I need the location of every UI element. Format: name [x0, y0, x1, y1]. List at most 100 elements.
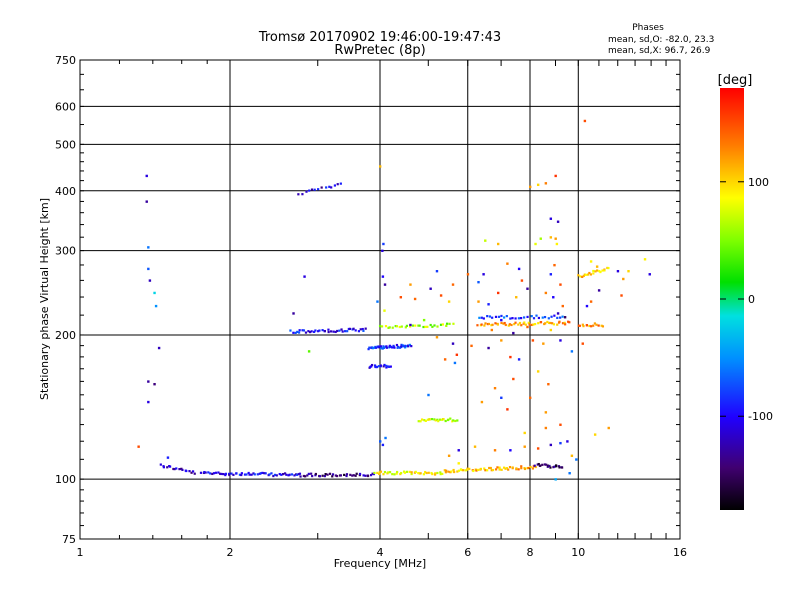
trace-point [500, 468, 503, 471]
trace-point [582, 274, 585, 277]
trace-point [511, 466, 514, 469]
trace-point [439, 418, 442, 421]
trace-point [523, 321, 526, 324]
trace-point [380, 347, 383, 350]
trace-point [314, 472, 317, 476]
data-point [147, 246, 150, 249]
trace-point [450, 470, 453, 473]
trace-point [567, 320, 570, 323]
trace-point [357, 330, 361, 333]
data-point [549, 273, 553, 276]
trace-point [296, 330, 299, 333]
data-point [593, 433, 597, 436]
data-point [559, 423, 562, 426]
trace-point [533, 464, 536, 467]
trace-point [285, 473, 288, 476]
data-point [554, 237, 557, 240]
trace-point [423, 419, 426, 422]
trace-point [341, 330, 344, 333]
trace-point [326, 473, 329, 476]
trace-point [372, 472, 375, 476]
data-point [153, 291, 156, 295]
trace-point [452, 468, 455, 472]
trace-point [288, 473, 291, 476]
trace-point [592, 272, 595, 275]
trace-point [478, 316, 481, 319]
trace-point [486, 469, 489, 472]
data-point [496, 291, 500, 295]
data-point [549, 236, 553, 239]
trace-point [507, 468, 510, 471]
data-point [570, 350, 574, 353]
trace-point [483, 467, 486, 470]
trace-point [323, 475, 326, 478]
trace-point [304, 331, 308, 334]
trace-point [332, 330, 335, 333]
data-point [154, 304, 158, 308]
trace-point [466, 468, 469, 471]
data-point [585, 304, 589, 308]
trace-point [193, 472, 196, 475]
trace-point [389, 365, 392, 368]
trace-point [245, 473, 248, 476]
trace-point [388, 365, 391, 368]
trace-point [302, 329, 306, 332]
x-tick-label: 16 [673, 546, 687, 559]
trace-point [305, 190, 308, 193]
data-point [566, 440, 569, 443]
data-point [544, 291, 548, 295]
trace-point [366, 474, 370, 478]
x-tick-label: 8 [527, 546, 534, 559]
colorbar-tick-label: 0 [748, 293, 755, 306]
data-point [509, 355, 512, 359]
trace-point [401, 345, 405, 348]
trace-point [339, 182, 342, 185]
trace-point [191, 470, 195, 473]
data-point [648, 273, 651, 276]
trace-point [318, 475, 322, 478]
trace-point [488, 466, 491, 470]
trace-point [484, 469, 487, 472]
data-point [559, 441, 562, 445]
trace-point [586, 273, 590, 276]
trace-point [404, 344, 407, 347]
trace-point [546, 465, 549, 468]
trace-point [343, 473, 346, 477]
trace-point [491, 316, 494, 319]
trace-point [308, 189, 311, 192]
trace-point [537, 322, 540, 325]
trace-point [220, 472, 223, 476]
trace-point [453, 470, 456, 474]
trace-point [417, 471, 420, 475]
trace-point [445, 322, 449, 325]
trace-point [546, 320, 549, 324]
trace-point [429, 323, 432, 327]
trace-point [514, 321, 517, 324]
trace-point [362, 329, 365, 332]
trace-point [400, 471, 403, 475]
trace-point [579, 275, 582, 278]
data-point [556, 220, 560, 223]
trace-point [436, 325, 439, 328]
trace-point [243, 473, 247, 476]
trace-point [297, 193, 300, 196]
trace-point [325, 186, 328, 189]
trace-point [345, 474, 348, 478]
data-point [531, 339, 535, 342]
trace-point [338, 329, 341, 332]
trace-point [502, 322, 505, 325]
trace-point [336, 183, 339, 186]
data-point [509, 449, 512, 452]
trace-point [452, 322, 455, 325]
data-point [500, 318, 503, 322]
trace-point [224, 473, 227, 477]
data-point [422, 318, 426, 322]
data-point [506, 262, 509, 265]
trace-point [434, 419, 437, 422]
trace-point [449, 417, 452, 420]
trace-point [418, 324, 421, 327]
x-tick-label: 1 [77, 546, 84, 559]
trace-point [437, 420, 440, 423]
trace-point [487, 322, 491, 326]
trace-point [484, 322, 487, 325]
